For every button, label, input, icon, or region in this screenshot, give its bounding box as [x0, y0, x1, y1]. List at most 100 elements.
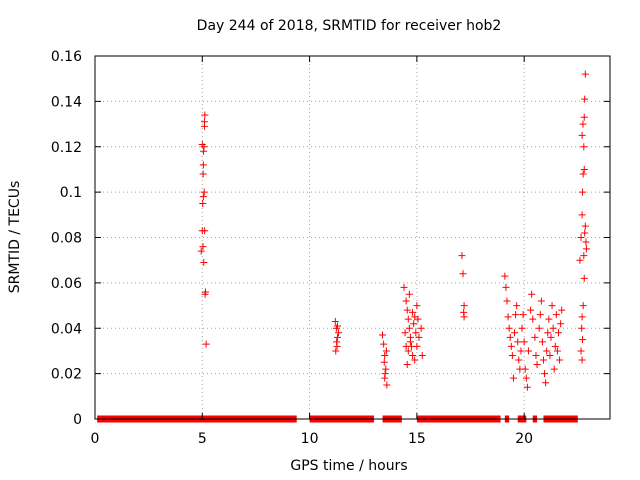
data-point: [551, 342, 559, 350]
data-point: [415, 333, 423, 341]
data-point: [556, 356, 564, 364]
data-point: [535, 324, 543, 332]
data-point: [555, 329, 562, 337]
y-tick-label: 0.02: [51, 367, 82, 383]
data-point: [549, 324, 557, 332]
data-point: [548, 302, 556, 310]
data-point: [533, 361, 541, 369]
x-axis-label: GPS time / hours: [290, 458, 407, 474]
data-point: [413, 342, 421, 350]
data-point: [519, 311, 527, 319]
data-point: [552, 311, 560, 319]
data-point: [580, 165, 588, 173]
data-point: [199, 199, 207, 207]
plot-frame: [94, 55, 611, 420]
data-point: [501, 272, 509, 280]
data-point: [580, 252, 588, 260]
data-point: [200, 188, 208, 196]
data-point: [400, 283, 408, 291]
x-tick-label: 10: [301, 431, 319, 447]
data-point: [381, 351, 389, 359]
data-point: [524, 347, 532, 355]
data-point: [402, 297, 410, 305]
data-point: [518, 324, 526, 332]
data-point: [577, 347, 585, 355]
data-point: [401, 329, 409, 337]
x-tick-label: 20: [515, 431, 533, 447]
data-point: [411, 356, 419, 364]
data-point: [409, 308, 417, 316]
data-point: [201, 227, 209, 235]
data-point: [199, 243, 207, 251]
data-point: [580, 274, 588, 282]
data-point: [544, 329, 552, 337]
data-point: [515, 356, 523, 364]
data-point: [550, 365, 558, 373]
data-point: [541, 370, 549, 378]
data-point: [512, 311, 520, 319]
data-point: [576, 256, 584, 264]
data-point: [520, 338, 528, 346]
data-point: [410, 320, 418, 328]
y-tick-label: 0.14: [51, 94, 82, 110]
data-point: [579, 120, 587, 128]
data-point: [382, 347, 390, 355]
data-point: [578, 211, 586, 219]
data-point: [529, 315, 537, 323]
data-point: [201, 111, 209, 119]
data-point: [582, 238, 590, 246]
data-point: [531, 333, 539, 341]
data-point: [536, 311, 544, 319]
data-point: [202, 340, 210, 348]
data-point: [460, 313, 468, 321]
data-point: [503, 297, 511, 305]
data-points: [197, 70, 590, 391]
data-point: [200, 147, 208, 155]
data-point: [579, 336, 587, 344]
y-tick-label: 0.08: [51, 231, 82, 247]
data-point: [542, 379, 550, 387]
data-point: [506, 333, 514, 341]
y-tick-label: 0.16: [51, 49, 82, 65]
data-point: [418, 351, 426, 359]
data-point: [333, 322, 341, 330]
data-point: [458, 252, 466, 260]
data-point: [578, 131, 586, 139]
data-point: [379, 331, 387, 339]
x-tick-label: 5: [198, 431, 207, 447]
data-point: [199, 193, 207, 201]
data-point: [402, 342, 410, 350]
data-point: [532, 351, 540, 359]
data-point: [199, 161, 207, 169]
data-point: [582, 245, 590, 253]
data-point: [405, 290, 413, 298]
data-point: [200, 258, 208, 266]
y-tick-label: 0.04: [51, 321, 82, 337]
data-point: [579, 188, 587, 196]
data-point: [507, 342, 515, 350]
data-point: [404, 347, 412, 355]
data-point: [539, 356, 547, 364]
data-point: [413, 302, 421, 310]
data-point: [547, 333, 555, 341]
data-point: [545, 315, 553, 323]
data-point: [580, 143, 588, 151]
data-point: [553, 347, 561, 355]
data-point: [383, 381, 391, 389]
data-point: [580, 113, 588, 121]
data-point: [199, 170, 207, 178]
y-tick-label: 0: [73, 412, 82, 428]
axis-ticks: 0 5 10 15 20 0 0.02 0.04 0.06 0.08 0.1 0.12 0.14 0.16: [51, 49, 610, 447]
data-point: [581, 229, 589, 237]
data-point: [382, 365, 390, 373]
data-point: [537, 297, 545, 305]
data-point: [333, 333, 341, 341]
data-point: [543, 347, 551, 355]
data-point: [403, 361, 411, 369]
data-point: [409, 351, 417, 359]
data-point: [460, 302, 468, 310]
grid-lines: [94, 55, 610, 420]
x-tick-label: 15: [408, 431, 426, 447]
data-point: [405, 324, 413, 332]
